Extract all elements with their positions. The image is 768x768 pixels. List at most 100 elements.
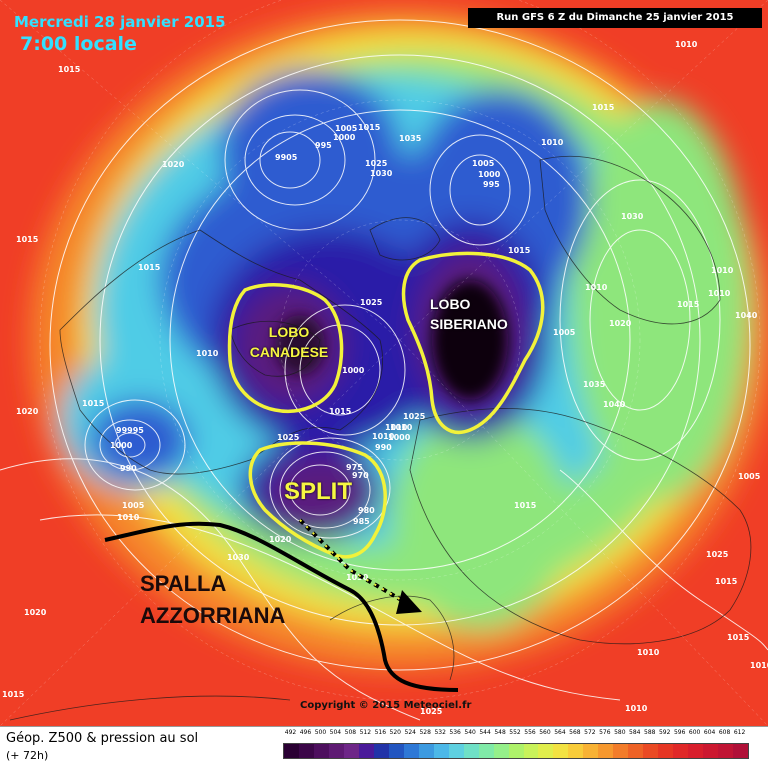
scale-swatch <box>718 744 734 758</box>
pressure-label: 1010 <box>385 423 408 432</box>
scale-swatch <box>358 744 374 758</box>
pressure-label: 1025 <box>365 159 388 168</box>
pressure-label: 1005 <box>122 501 145 510</box>
pressure-label: 1010 <box>711 266 734 275</box>
trajectory-arrowhead <box>396 590 422 614</box>
pressure-label: 1015 <box>82 399 105 408</box>
scale-swatch <box>284 744 299 758</box>
lobo-siberiano-label: LOBO SIBERIANO <box>430 296 508 332</box>
scale-swatch <box>478 744 494 758</box>
scale-swatch <box>733 744 749 758</box>
scale-value-label: 516 <box>374 729 387 736</box>
pressure-label: 1005 <box>553 328 576 337</box>
pressure-label: 1010 <box>637 648 660 657</box>
forecast-local-time: 7:00 locale <box>20 33 137 55</box>
scale-value-label: 556 <box>524 729 536 736</box>
color-scale-bar <box>283 743 749 759</box>
scale-swatch <box>583 744 599 758</box>
scale-swatch <box>388 744 404 758</box>
pressure-label: 1010 <box>625 704 648 713</box>
forecast-date: Mercredi 28 janvier 2015 <box>14 13 226 31</box>
scale-value-label: 592 <box>658 729 671 736</box>
lobo-siberiano-outline <box>401 251 545 435</box>
legend-title: Géop. Z500 & pression au sol <box>6 731 199 746</box>
scale-swatch <box>403 744 419 758</box>
scale-value-label: 608 <box>718 729 731 736</box>
azores-ridge-line <box>104 521 459 692</box>
pressure-label: 1000 <box>110 441 133 450</box>
pressure-label: 1025 <box>360 298 383 307</box>
scale-swatch <box>703 744 719 758</box>
pressure-label: 1040 <box>603 400 626 409</box>
pressure-label: 1030 <box>346 573 369 582</box>
color-scale-labels: 492 496 500 504 508 512 516 520 524 528 532 536 540 5… <box>283 729 747 741</box>
isobar-lines <box>0 19 768 721</box>
scale-value-label: 528 <box>419 729 431 736</box>
scale-value-label: 512 <box>359 729 372 736</box>
pressure-label: 1005 <box>335 124 358 133</box>
scale-value-label: 580 <box>614 729 626 736</box>
pressure-label: 1010 <box>117 513 140 522</box>
scale-swatch <box>643 744 659 758</box>
graticule <box>0 0 768 726</box>
scale-swatch <box>448 744 464 758</box>
model-run-info: Run GFS 6 Z du Dimanche 25 janvier 2015 <box>468 8 762 28</box>
pressure-label: 1010 <box>196 349 219 358</box>
pressure-label: 985 <box>353 517 370 526</box>
lobo-canadese-label: LOBO CANADESE <box>249 324 329 360</box>
scale-value-label: 564 <box>554 729 566 736</box>
pressure-label: 1000 <box>478 170 501 179</box>
scale-swatch <box>523 744 539 758</box>
annotation-shapes <box>227 251 545 559</box>
pressure-label: 1000 <box>333 133 356 142</box>
scale-value-label: 496 <box>299 729 312 736</box>
pressure-label: 1010 <box>675 40 698 49</box>
scale-value-label: 596 <box>673 729 686 736</box>
legend-subtitle: (+ 72h) <box>6 749 49 762</box>
pressure-label: 1015 <box>358 123 381 132</box>
pressure-label: 1005 <box>472 159 495 168</box>
split-label: SPLIT <box>284 478 353 505</box>
scale-swatch <box>688 744 704 758</box>
scale-swatch <box>538 744 554 758</box>
pressure-label: 1010 <box>372 432 395 441</box>
pressure-label: 1015 <box>592 103 615 112</box>
scale-value-label: 572 <box>584 729 596 736</box>
scale-value-label: 540 <box>464 729 476 736</box>
lobo-canadese-outline <box>227 283 344 413</box>
pressure-label: 995 <box>315 141 332 150</box>
pressure-label: 1015 <box>58 65 81 74</box>
pressure-label: 1040 <box>735 311 758 320</box>
scale-value-label: 548 <box>494 729 506 736</box>
pressure-label: 1015 <box>138 263 161 272</box>
scale-swatch <box>553 744 569 758</box>
pressure-label: 1015 <box>508 246 531 255</box>
split-outline <box>248 441 387 559</box>
pressure-label: 9905 <box>275 153 298 162</box>
split-trajectory-dotted-yellow <box>299 519 411 606</box>
scale-swatch <box>493 744 509 758</box>
pressure-label: 1015 <box>2 690 25 699</box>
scale-swatch <box>298 744 314 758</box>
pressure-label: 1025 <box>403 412 426 421</box>
pressure-label: 1025 <box>706 550 729 559</box>
pressure-label: 990 <box>375 443 392 452</box>
pressure-label: 975 <box>346 463 363 472</box>
pressure-label: 99995 <box>116 426 144 435</box>
scale-swatch <box>508 744 524 758</box>
pressure-label: 1010 <box>708 289 731 298</box>
pressure-label: 1020 <box>609 319 632 328</box>
scale-swatch <box>613 744 629 758</box>
pressure-label: 1015 <box>727 633 750 642</box>
pressure-label: 990 <box>120 464 137 473</box>
scale-value-label: 604 <box>703 729 716 736</box>
pressure-label: 1000 <box>388 433 411 442</box>
scale-value-label: 588 <box>644 729 656 736</box>
legend-bar: Géop. Z500 & pression au sol (+ 72h) 492… <box>0 726 768 768</box>
scale-swatch <box>628 744 644 758</box>
pressure-label: 1030 <box>621 212 644 221</box>
scale-value-label: 520 <box>389 729 401 736</box>
scale-value-label: 524 <box>404 729 416 736</box>
